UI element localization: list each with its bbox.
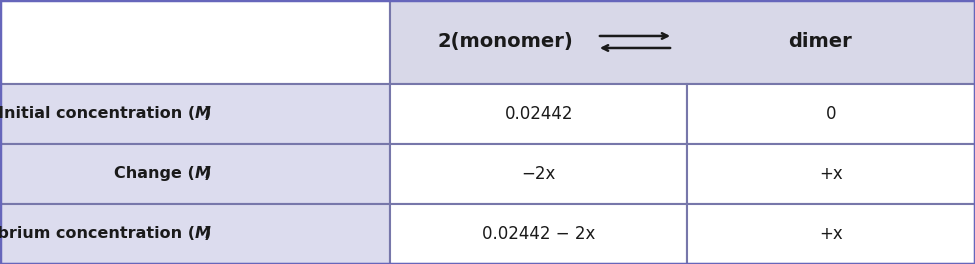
Text: Initial concentration (: Initial concentration ( bbox=[0, 106, 195, 121]
Text: +x: +x bbox=[819, 225, 843, 243]
Text: −2x: −2x bbox=[522, 165, 556, 183]
Bar bbox=[390, 204, 687, 264]
Bar bbox=[390, 84, 687, 144]
Bar bbox=[390, 144, 687, 204]
Bar bbox=[687, 84, 975, 144]
Bar bbox=[0, 84, 390, 144]
Bar bbox=[687, 204, 975, 264]
Text: M: M bbox=[195, 167, 211, 181]
Text: 0.02442: 0.02442 bbox=[504, 105, 573, 123]
Bar bbox=[687, 144, 975, 204]
Text: ): ) bbox=[204, 167, 212, 181]
Text: ): ) bbox=[204, 227, 212, 242]
Text: 0: 0 bbox=[826, 105, 837, 123]
Text: +x: +x bbox=[819, 165, 843, 183]
Text: Equilibrium concentration (: Equilibrium concentration ( bbox=[0, 227, 195, 242]
Bar bbox=[0, 144, 390, 204]
Bar bbox=[0, 0, 390, 84]
Text: dimer: dimer bbox=[788, 32, 852, 51]
Text: 2(monomer): 2(monomer) bbox=[437, 32, 573, 51]
Text: M: M bbox=[195, 106, 211, 121]
Text: 0.02442 − 2x: 0.02442 − 2x bbox=[482, 225, 596, 243]
Text: Change (: Change ( bbox=[114, 167, 195, 181]
Text: M: M bbox=[195, 227, 211, 242]
Bar bbox=[0, 204, 390, 264]
Text: ): ) bbox=[204, 106, 212, 121]
Bar bbox=[390, 0, 975, 84]
